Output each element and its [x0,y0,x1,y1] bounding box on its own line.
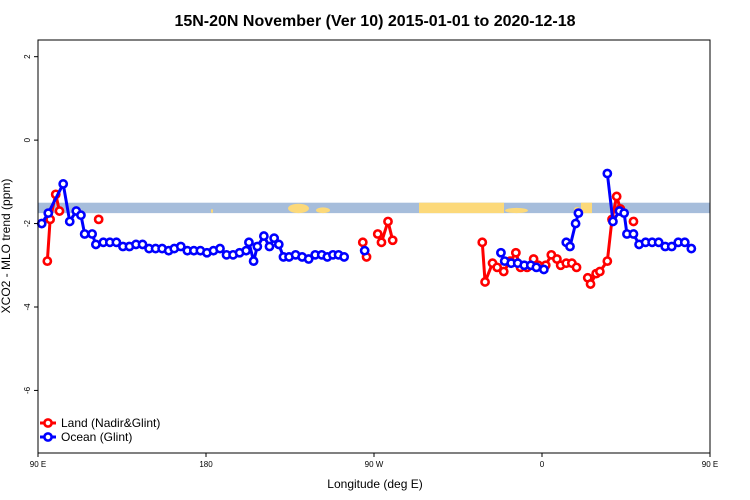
data-point [653,237,664,248]
data-point [679,237,690,248]
data-point [339,252,350,262]
data-point [608,216,618,227]
legend: Land (Nadir&Glint)Ocean (Glint) [40,416,160,444]
data-point [594,266,605,277]
legend-marker [43,418,53,428]
data-point [565,241,575,252]
series [36,168,697,275]
data-point [571,262,582,273]
legend-label: Ocean (Glint) [61,430,132,444]
data-point [510,247,521,258]
data-point [628,216,639,227]
data-point [54,206,65,216]
data-point [376,237,387,248]
data-point [602,168,613,179]
land-patch [505,207,528,214]
land-patch [316,207,330,214]
data-point [619,208,630,219]
data-point [244,237,254,248]
data-point [570,218,581,229]
data-point [76,210,86,221]
data-point [36,218,47,229]
y-tick-label: -6 [23,386,32,394]
data-point [87,229,98,239]
data-point [79,229,90,239]
y-axis-label: XCO2 - MLO trend (ppm) [0,179,13,314]
data-point [585,279,596,289]
data-point [269,233,280,244]
data-point [252,241,263,252]
y-axis: 2 0 -2 -4 -6 [23,54,38,394]
data-point [111,237,122,248]
data-point [496,247,506,258]
data-point [58,179,69,189]
data-point [248,256,259,267]
data-point [264,241,275,252]
land-patch [211,208,213,214]
land-patch [419,202,504,214]
data-point [42,256,53,267]
data-point [480,277,490,287]
land-ocean-band [38,202,710,214]
y-tick-label: -4 [23,303,32,311]
data-point [241,245,252,256]
legend-label: Land (Nadir&Glint) [61,416,160,430]
data-point [90,239,101,250]
x-axis: 90 E 180 90 W 0 90 E [30,453,718,469]
data-point [43,208,54,219]
data-point [137,239,148,250]
data-point [573,208,584,219]
y-tick-label: 0 [23,137,32,142]
data-point [531,262,542,273]
data-point [686,243,697,254]
data-point [387,235,398,246]
x-axis-label: Longitude (deg E) [327,477,422,491]
data-point [602,256,613,267]
ocean-band [38,202,710,214]
data-point [93,214,104,225]
data-point [477,237,488,248]
x-tick-label: 0 [540,460,545,469]
y-tick-label: -2 [23,219,32,227]
data-point [273,239,284,250]
x-tick-label: 90 E [702,460,718,469]
data-point [492,262,503,273]
data-point [611,191,622,202]
legend-marker [43,432,53,442]
x-tick-label: 180 [199,460,213,469]
data-point [303,254,314,264]
data-point [258,231,269,241]
land-patch [581,202,592,214]
data-point [498,266,509,277]
data-point [215,243,225,254]
x-tick-label: 90 E [30,460,46,469]
x-tick-label: 90 W [365,460,384,469]
data-point [628,229,639,239]
data-point [383,216,393,227]
data-point [64,216,75,227]
data-point [359,245,370,256]
data-point [372,229,383,239]
data-point [666,241,677,252]
chart-title: 15N-20N November (Ver 10) 2015-01-01 to … [174,13,575,30]
data-point [175,241,186,252]
y-tick-label: 2 [23,54,32,59]
series-layer [36,168,697,289]
data-point [357,237,368,248]
data-point [538,264,549,275]
land-patch [288,203,309,214]
